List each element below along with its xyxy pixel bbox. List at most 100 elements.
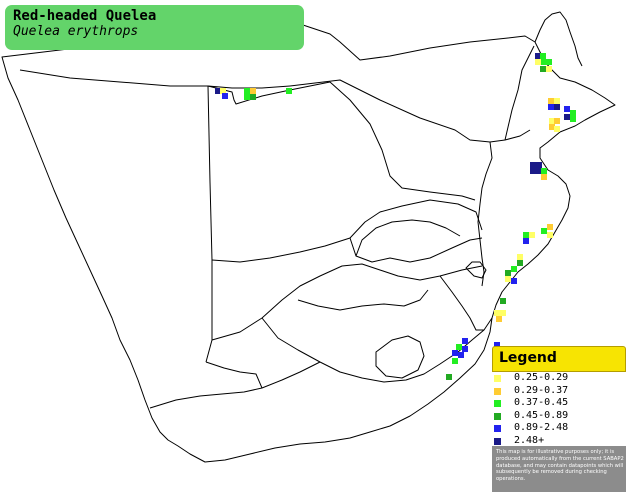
record-square: [564, 114, 570, 120]
legend-heading: Legend: [499, 350, 557, 366]
northeast-coast: [534, 11, 583, 67]
record-square: [452, 358, 458, 364]
record-square: [446, 374, 452, 380]
record-square: [517, 260, 523, 266]
botswana-south-africa-border: [211, 199, 483, 263]
record-square: [452, 350, 458, 356]
legend-item: 0.25-0.29: [492, 372, 626, 385]
disclaimer-text: This map is for illustrative purposes on…: [496, 449, 624, 483]
record-square: [541, 168, 547, 174]
angola-namibia-border: [19, 69, 291, 89]
legend-swatch: [494, 425, 501, 432]
south-africa-provinces-mid: [211, 263, 483, 341]
record-square: [494, 342, 500, 348]
record-square: [548, 104, 554, 110]
record-square: [505, 270, 511, 276]
record-square: [496, 316, 502, 322]
record-square: [570, 110, 576, 116]
record-square: [220, 88, 226, 94]
record-square: [458, 352, 464, 358]
record-square: [546, 66, 552, 72]
coastline: [1, 21, 616, 463]
record-square: [523, 238, 529, 244]
lesotho-border: [375, 335, 425, 379]
limpopo-border: [355, 219, 461, 257]
species-title-box: Red-headed Quelea Quelea erythrops: [5, 5, 304, 50]
record-square: [456, 344, 462, 350]
record-square: [541, 228, 547, 234]
eastern-cape-border: [261, 317, 485, 383]
record-square: [564, 106, 570, 112]
namibia-botswana-border: [205, 85, 213, 363]
record-square: [554, 98, 560, 104]
legend-header: Legend: [492, 346, 626, 372]
legend-items: 0.25-0.29 0.29-0.37 0.37-0.45 0.45-0.89 …: [492, 372, 626, 447]
record-square: [511, 266, 517, 272]
legend-swatch: [494, 375, 501, 382]
kwazulu-natal-border: [439, 275, 493, 331]
record-square: [517, 254, 523, 260]
legend-item: 2.48+: [492, 435, 626, 448]
record-square: [530, 168, 536, 174]
record-square: [540, 66, 546, 72]
record-square: [462, 338, 468, 344]
northern-cape-border: [205, 361, 263, 389]
record-square: [250, 94, 256, 100]
record-square: [547, 224, 553, 230]
legend-label: 0.25-0.29: [514, 372, 569, 383]
record-square: [554, 104, 560, 110]
record-square: [500, 298, 506, 304]
record-square: [554, 118, 560, 124]
record-square: [570, 116, 576, 122]
zimbabwe-mozambique-border: [477, 141, 493, 287]
record-square: [548, 98, 554, 104]
legend-swatch: [494, 400, 501, 407]
record-square: [530, 162, 536, 168]
record-square: [541, 174, 547, 180]
record-square: [529, 232, 535, 238]
record-square: [215, 88, 221, 94]
record-square: [244, 94, 250, 100]
legend-item: 0.37-0.45: [492, 397, 626, 410]
western-cape-border: [149, 361, 321, 409]
legend-item: 0.45-0.89: [492, 410, 626, 423]
record-square: [250, 88, 256, 94]
record-square: [549, 124, 555, 130]
record-square: [286, 88, 292, 94]
botswana-zimbabwe-border: [329, 81, 476, 201]
legend-label: 0.45-0.89: [514, 409, 569, 421]
legend-label: 0.37-0.45: [514, 397, 569, 408]
record-square: [505, 276, 511, 282]
species-common-name: Red-headed Quelea: [13, 8, 157, 24]
record-square: [500, 310, 506, 316]
record-square: [540, 53, 546, 59]
south-africa-provinces-north: [349, 237, 483, 263]
legend-disclaimer: This map is for illustrative purposes on…: [492, 446, 626, 492]
record-square: [244, 88, 250, 94]
legend-label: 2.48+: [514, 434, 545, 446]
legend-swatch: [494, 387, 501, 395]
record-square: [546, 59, 552, 65]
record-square: [554, 126, 560, 132]
record-square: [536, 162, 542, 168]
legend-item: 0.29-0.37: [492, 385, 626, 398]
record-squares: [215, 53, 576, 380]
legend-label: 0.89-2.48: [514, 422, 569, 433]
legend-swatch: [494, 412, 501, 420]
record-square: [222, 93, 228, 99]
record-square: [511, 278, 517, 284]
legend-swatch: [494, 437, 501, 445]
record-square: [494, 310, 500, 316]
record-square: [547, 232, 553, 238]
record-square: [540, 59, 546, 65]
record-square: [462, 346, 468, 352]
record-square: [523, 232, 529, 238]
map-legend: Legend 0.25-0.29 0.29-0.37 0.37-0.45 0.4…: [492, 346, 626, 492]
record-square: [535, 53, 541, 59]
legend-item: 0.89-2.48: [492, 422, 626, 435]
species-scientific-name: Quelea erythrops: [13, 24, 139, 39]
eswatini-border: [465, 261, 487, 279]
record-square: [536, 168, 542, 174]
